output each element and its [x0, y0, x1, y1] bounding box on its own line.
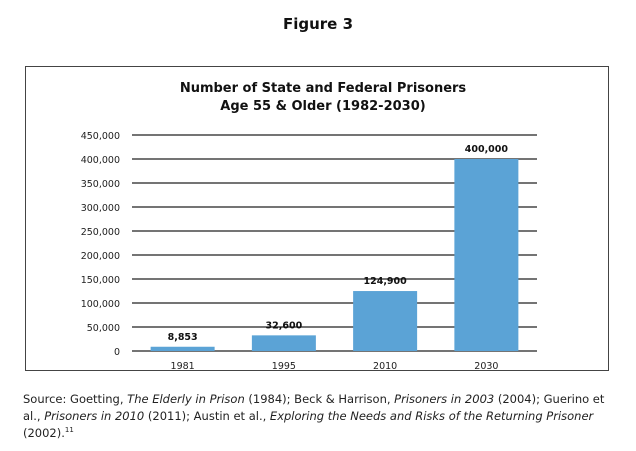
chart-title-line1: Number of State and Federal Prisoners [180, 81, 467, 96]
source-title-2: Prisoners in 2003 [394, 392, 495, 406]
x-tick-label: 1981 [171, 361, 195, 372]
y-tick-label: 50,000 [87, 323, 120, 334]
bar-value-label: 32,600 [266, 320, 303, 331]
x-tick-label: 1995 [272, 361, 296, 372]
y-tick-label: 300,000 [81, 203, 120, 214]
source-text-1: Source: Goetting, [23, 392, 128, 406]
bar [150, 346, 215, 351]
figure-label: Figure 3 [282, 15, 354, 33]
y-tick-label: 100,000 [81, 299, 120, 310]
x-tick-label: 2010 [373, 361, 397, 372]
y-tick-label: 350,000 [81, 179, 120, 190]
source-title-3: Prisoners in 2010 [44, 409, 145, 423]
bar [454, 159, 519, 351]
x-tick-label: 2030 [474, 361, 498, 372]
bar-value-labels: 8,853 32,600 124,900 400,000 [168, 144, 509, 343]
y-tick-label: 250,000 [81, 227, 120, 238]
x-axis-ticks: 1981 1995 2010 2030 [171, 361, 499, 372]
source-note: Source: Goetting, The Elderly in Prison … [23, 391, 618, 442]
y-tick-label: 150,000 [81, 275, 120, 286]
chart-title-line2: Age 55 & Older (1982-2030) [220, 99, 425, 114]
bar [353, 291, 418, 351]
source-text-2: (1984); Beck & Harrison, [244, 392, 395, 406]
bar-value-label: 8,853 [168, 332, 198, 343]
bar-value-label: 400,000 [465, 144, 509, 155]
footnote-marker: 11 [64, 426, 74, 435]
bars [150, 159, 519, 351]
y-axis-ticks: 0 50,000 100,000 150,000 200,000 250,000 300,0… [81, 131, 120, 358]
y-tick-label: 450,000 [81, 131, 120, 142]
source-title-4: Exploring the Needs and Risks of the Ret… [269, 409, 594, 423]
bar [251, 335, 316, 351]
y-tick-label: 200,000 [81, 251, 120, 262]
source-text-4: (2011); Austin et al., [144, 409, 270, 423]
source-text-3: (2004); Guerino et al., [23, 392, 605, 423]
chart-frame [25, 66, 609, 371]
source-title-1: The Elderly in Prison [127, 392, 245, 406]
bar-value-label: 124,900 [363, 276, 407, 287]
y-tick-label: 0 [114, 347, 120, 358]
source-text-5: (2002). [23, 426, 65, 440]
y-tick-label: 400,000 [81, 155, 120, 166]
